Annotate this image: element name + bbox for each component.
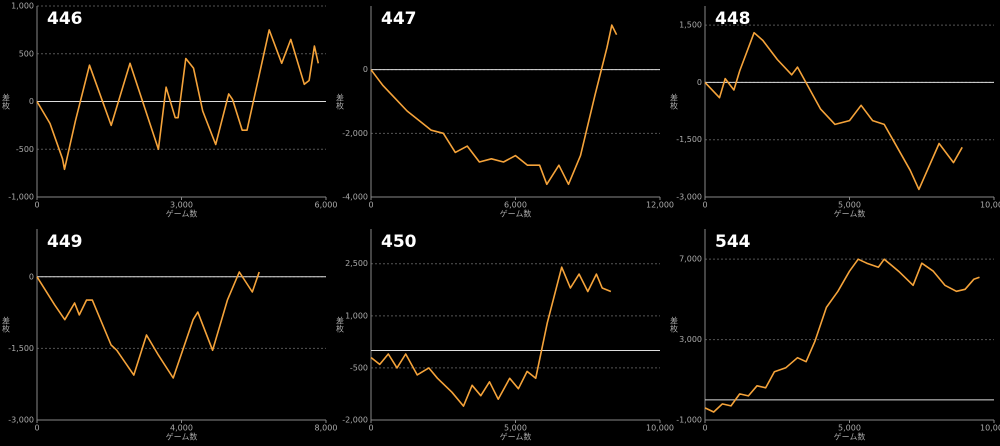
y-tick-label: 3,000 (679, 335, 702, 344)
x-axis-label: ゲーム数 (166, 432, 198, 442)
y-tick-label: 1,000 (11, 2, 34, 11)
y-tick-label: -1,000 (8, 193, 34, 202)
y-tick-label: -2,000 (342, 416, 368, 425)
data-line (36, 271, 260, 379)
chart-title: 446 (47, 9, 83, 29)
y-tick-label: 0 (363, 65, 368, 74)
x-tick-label: 5,000 (838, 424, 861, 433)
x-tick-label: 12,000 (646, 201, 674, 210)
y-axis-label: 差枚 (336, 93, 345, 111)
y-tick-label: -3,000 (8, 416, 34, 425)
chart-title: 448 (715, 9, 751, 29)
x-tick-label: 0 (368, 201, 373, 210)
y-axis-label: 差枚 (670, 93, 679, 111)
chart-title: 449 (47, 232, 83, 252)
y-tick-label: 1,500 (679, 21, 702, 30)
x-tick-label: 10,000 (980, 201, 1000, 210)
y-tick-label: 1,000 (345, 311, 368, 320)
x-tick-label: 4,000 (170, 424, 193, 433)
chart-title: 544 (715, 232, 751, 252)
x-tick-label: 10,000 (980, 424, 1000, 433)
x-tick-label: 0 (702, 201, 707, 210)
y-axis-label: 差枚 (336, 316, 345, 334)
x-axis-label: ゲーム数 (500, 432, 532, 442)
y-tick-label: -4,000 (342, 193, 368, 202)
x-tick-label: 6,000 (315, 201, 338, 210)
x-tick-label: 8,000 (315, 424, 338, 433)
x-tick-label: 6,000 (504, 201, 527, 210)
y-tick-label: 0 (697, 78, 702, 87)
y-tick-label: -1,500 (676, 135, 702, 144)
x-axis-label: ゲーム数 (834, 432, 866, 442)
x-tick-label: 0 (34, 424, 39, 433)
y-tick-label: -500 (16, 145, 34, 154)
y-tick-label: -1,500 (8, 344, 34, 353)
y-tick-label: -2,000 (342, 129, 368, 138)
y-tick-label: -3,000 (676, 193, 702, 202)
y-tick-label: 2,500 (345, 259, 368, 268)
y-axis-label: 差枚 (2, 316, 11, 334)
data-line (704, 258, 980, 413)
y-axis-label: 差枚 (670, 316, 679, 334)
x-axis-label: ゲーム数 (834, 209, 866, 219)
x-tick-label: 0 (34, 201, 39, 210)
chart-title: 450 (381, 232, 417, 252)
y-tick-label: 7,000 (679, 255, 702, 264)
x-axis-label: ゲーム数 (166, 209, 198, 219)
x-tick-label: 3,000 (170, 201, 193, 210)
data-line (370, 24, 618, 186)
y-tick-label: 0 (29, 272, 34, 281)
data-line (370, 266, 612, 407)
x-tick-label: 0 (368, 424, 373, 433)
x-tick-label: 5,000 (838, 201, 861, 210)
x-tick-label: 5,000 (504, 424, 527, 433)
x-tick-label: 0 (702, 424, 707, 433)
y-tick-label: -500 (350, 363, 368, 372)
x-tick-label: 10,000 (646, 424, 674, 433)
x-axis-label: ゲーム数 (500, 209, 532, 219)
data-line (704, 31, 963, 191)
chart-title: 447 (381, 9, 417, 29)
y-tick-label: 0 (29, 97, 34, 106)
data-line (36, 29, 320, 171)
y-tick-label: 500 (19, 49, 34, 58)
y-tick-label: -1,000 (676, 416, 702, 425)
y-axis-label: 差枚 (2, 93, 11, 111)
